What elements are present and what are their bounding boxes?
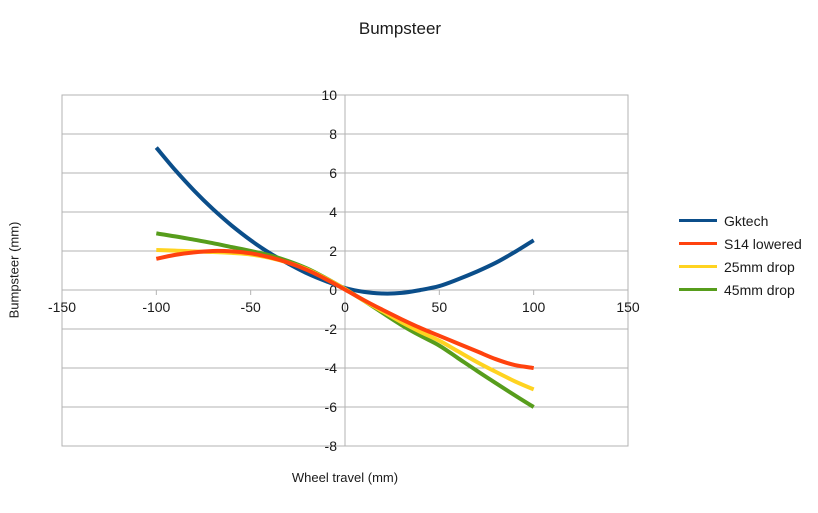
legend-swatch [679, 219, 717, 222]
legend-label: 25mm drop [724, 258, 795, 275]
x-tick-label: 50 [432, 299, 448, 315]
x-tick-label: 100 [522, 299, 546, 315]
y-tick-label: 6 [329, 165, 337, 181]
legend-item-gktech: Gktech [679, 209, 802, 232]
x-tick-label: -50 [241, 299, 261, 315]
legend-label: 45mm drop [724, 281, 795, 298]
legend-item-s14-lowered: S14 lowered [679, 232, 802, 255]
y-tick-label: 8 [329, 126, 337, 142]
y-tick-label: 4 [329, 204, 337, 220]
series-line-s14-lowered [155, 248, 535, 370]
y-tick-label: 2 [329, 243, 337, 259]
x-tick-label: -100 [142, 299, 170, 315]
legend-item-45mm-drop: 45mm drop [679, 278, 802, 301]
x-tick-label: 150 [616, 299, 640, 315]
legend-swatch [679, 265, 717, 268]
x-tick-label: -150 [48, 299, 76, 315]
y-tick-label: -4 [325, 360, 338, 376]
x-tick-label: 0 [341, 299, 349, 315]
y-tick-label: -2 [325, 321, 338, 337]
legend-swatch [679, 288, 717, 291]
y-tick-label: -6 [325, 399, 338, 415]
legend-swatch [679, 242, 717, 245]
legend-item-25mm-drop: 25mm drop [679, 255, 802, 278]
x-axis-title: Wheel travel (mm) [291, 470, 399, 485]
y-tick-label: 0 [329, 282, 337, 298]
y-tick-label: 10 [321, 87, 337, 103]
legend: Gktech S14 lowered 25mm drop 45mm drop [679, 209, 802, 301]
legend-label: S14 lowered [724, 235, 802, 252]
y-tick-label: -8 [325, 438, 338, 454]
chart-title: Bumpsteer [358, 19, 442, 38]
legend-label: Gktech [724, 212, 769, 229]
